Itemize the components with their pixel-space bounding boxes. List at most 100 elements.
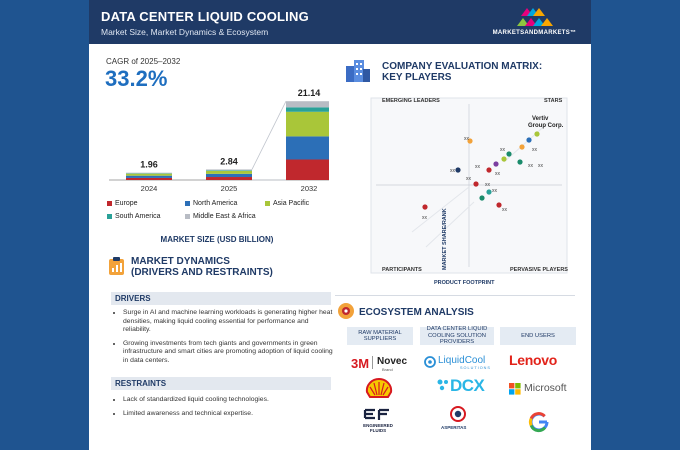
brand-logo-mark-icon <box>517 8 553 26</box>
restraint-item: Limited awareness and technical expertis… <box>123 410 335 419</box>
point-label: xx <box>475 164 481 170</box>
market-size-chart: 1.96 2024 2.84 2025 21.14 2032 <box>109 88 329 193</box>
highlight-company-line2: Group Corp. <box>528 123 564 129</box>
company-point <box>534 131 540 137</box>
liquidcool-logo-icon <box>424 356 436 368</box>
bar-segment-2025-2 <box>206 170 252 174</box>
legend-item-asia-pacific: Asia Pacific <box>265 200 309 207</box>
clipboard-chart-icon <box>109 257 124 275</box>
drivers-list: Surge in AI and machine learning workloa… <box>113 309 335 370</box>
ecosystem-title: ECOSYSTEM ANALYSIS <box>359 307 474 318</box>
legend-swatch <box>107 200 112 206</box>
restraints-heading: RESTRAINTS <box>111 377 331 390</box>
matrix-y-axis-label: MARKET SHARE/RANK <box>442 208 448 270</box>
logo-3m: 3M <box>351 356 370 371</box>
ecosystem-col-end-users: END USERS <box>500 327 576 345</box>
drivers-heading: DRIVERS <box>111 292 331 305</box>
logo-ef-line1: ENGINEERED <box>363 423 393 428</box>
point-label: xx <box>495 171 501 177</box>
bar-segment-2025-3 <box>206 170 252 171</box>
company-point <box>467 138 473 144</box>
company-point <box>486 167 492 173</box>
header-banner: DATA CENTER LIQUID COOLING Market Size, … <box>89 0 591 44</box>
point-label: xx <box>450 168 456 174</box>
logo-novec-sub: Brand <box>382 367 393 372</box>
bar-segment-2032-1 <box>286 136 329 160</box>
quadrant-stars: STARS <box>544 98 563 104</box>
bar-segment-2024-4 <box>126 172 172 174</box>
ecosystem-col-solution-providers: DATA CENTER LIQUID COOLING SOLUTION PROV… <box>420 326 494 345</box>
highlight-company-line1: Vertiv <box>532 116 549 122</box>
bar-category-label: 2032 <box>301 184 318 193</box>
legend-swatch <box>265 200 270 206</box>
bar-segment-2024-2 <box>126 173 172 176</box>
logo-lenovo: Lenovo <box>509 352 557 368</box>
dynamics-title: MARKET DYNAMICS (DRIVERS AND RESTRAINTS) <box>131 256 273 278</box>
company-point <box>455 167 461 173</box>
section-divider <box>335 295 575 296</box>
point-label: xx <box>466 176 472 182</box>
bar-segment-2032-4 <box>286 101 329 108</box>
bar-segment-2025-4 <box>206 169 252 171</box>
shell-logo-icon <box>365 377 393 398</box>
logo-novec: Novec <box>377 356 408 367</box>
point-label: xx <box>502 207 508 213</box>
bar-category-label: 2024 <box>141 184 158 193</box>
matrix-title-line2: KEY PLAYERS <box>382 72 452 83</box>
dynamics-title-line2: (DRIVERS AND RESTRAINTS) <box>131 267 273 278</box>
company-evaluation-matrix: EMERGING LEADERS STARS PARTICIPANTS PERV… <box>370 97 568 286</box>
matrix-x-axis-label: PRODUCT FOOTPRINT <box>434 280 495 286</box>
point-label: xx <box>528 163 534 169</box>
matrix-title: COMPANY EVALUATION MATRIX: KEY PLAYERS <box>382 61 542 83</box>
company-point <box>422 204 428 210</box>
logo-microsoft: Microsoft <box>524 382 567 394</box>
point-label: xx <box>485 182 491 188</box>
bar-segment-2024-0 <box>126 177 172 180</box>
company-point <box>496 202 502 208</box>
company-point <box>519 144 525 150</box>
point-label: xx <box>532 147 538 153</box>
point-label: xx <box>422 215 428 221</box>
ecosystem-col-raw-material: RAW MATERIAL SUPPLIERS <box>347 327 413 345</box>
bar-segment-2025-1 <box>206 173 252 178</box>
driver-item: Growing investments from tech giants and… <box>123 340 335 366</box>
company-point <box>486 189 492 195</box>
restraints-list: Lack of standardized liquid cooling tech… <box>113 396 335 423</box>
restraint-item: Lack of standardized liquid cooling tech… <box>123 396 335 405</box>
logo-liquidcool: LiquidCool <box>438 355 486 366</box>
logo-asperitas: ASPERITAS <box>441 425 467 430</box>
legend-swatch <box>107 213 112 219</box>
quadrant-pervasive-players: PERVASIVE PLAYERS <box>510 267 568 273</box>
point-label: xx <box>492 188 498 194</box>
bar-segment-2032-0 <box>286 159 329 180</box>
bar-segment-2024-1 <box>126 175 172 178</box>
dynamics-title-line1: MARKET DYNAMICS <box>131 256 230 267</box>
logo-liquidcool-sub: SOLUTIONS <box>460 366 491 370</box>
buildings-icon <box>346 60 370 82</box>
bar-total-label: 1.96 <box>140 160 158 170</box>
quadrant-participants: PARTICIPANTS <box>382 267 422 273</box>
legend-item-middle-east-africa: Middle East & Africa <box>185 213 256 220</box>
cagr-value: 33.2% <box>105 66 168 91</box>
dcx-logo-mark-icon <box>437 379 448 391</box>
bar-segment-2025-0 <box>206 177 252 180</box>
engineered-fluids-logo-icon <box>363 408 389 420</box>
bar-segment-2032-3 <box>286 107 329 112</box>
brand-logo: MARKETSANDMARKETS™ <box>487 6 582 40</box>
matrix-title-line1: COMPANY EVALUATION MATRIX: <box>382 61 543 72</box>
driver-item: Surge in AI and machine learning workloa… <box>123 309 335 335</box>
company-point <box>526 137 532 143</box>
legend-item-north-america: North America <box>185 200 237 207</box>
bar-total-label: 21.14 <box>298 88 321 98</box>
point-label: xx <box>538 163 544 169</box>
chart-x-label: MARKET SIZE (USD BILLION) <box>160 235 274 244</box>
legend-item-south-america: South America <box>107 213 161 220</box>
google-logo-icon <box>528 412 549 433</box>
company-point-labels: xx xx xx xx xx xx xx xx xx xx xx xx xx <box>422 136 544 221</box>
company-point <box>506 151 512 157</box>
company-point <box>473 181 479 187</box>
page-subtitle: Market Size, Market Dynamics & Ecosystem <box>101 27 269 37</box>
cagr-label: CAGR of 2025–2032 <box>106 57 181 66</box>
point-label: xx <box>464 136 470 142</box>
matrix-guide-lines <box>411 121 550 248</box>
